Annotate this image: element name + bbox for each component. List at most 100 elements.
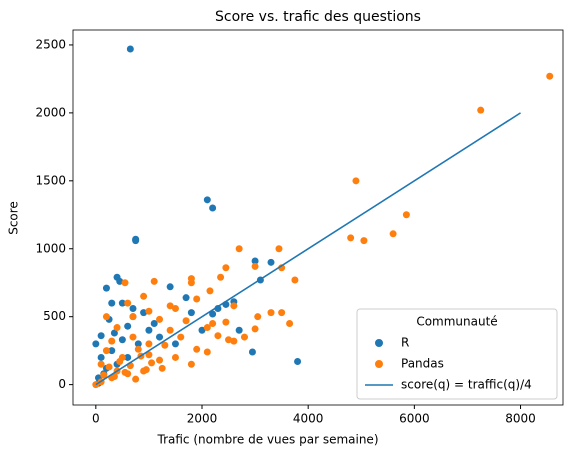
point	[134, 340, 142, 348]
point	[187, 309, 195, 317]
x-tick-label: 2000	[187, 412, 218, 426]
plot-frame	[72, 29, 564, 406]
point	[97, 360, 105, 368]
chart-title: Score vs. trafic des questions	[215, 9, 421, 25]
point	[102, 313, 110, 321]
point	[187, 360, 195, 368]
legend-title: Communauté	[416, 315, 497, 329]
point	[546, 72, 554, 80]
point	[97, 332, 105, 340]
point	[294, 358, 302, 366]
point	[129, 333, 137, 341]
point	[193, 295, 201, 303]
point	[360, 237, 368, 245]
point	[166, 302, 174, 310]
point	[209, 204, 217, 212]
point	[254, 313, 262, 321]
point	[161, 341, 169, 349]
point	[108, 337, 116, 345]
point	[132, 237, 140, 245]
trend-line	[95, 112, 521, 386]
legend-box	[356, 308, 558, 400]
point	[97, 353, 105, 361]
point	[145, 351, 153, 359]
point	[102, 284, 110, 292]
point	[203, 348, 211, 356]
point	[126, 45, 134, 53]
point	[193, 345, 201, 353]
point	[477, 106, 485, 114]
point	[108, 299, 116, 307]
point	[230, 302, 238, 310]
point	[267, 258, 275, 266]
point	[132, 375, 140, 383]
point	[142, 366, 150, 374]
x-tick-label: 8000	[505, 412, 536, 426]
point	[118, 336, 126, 344]
point	[113, 324, 121, 332]
legend-marker	[375, 360, 383, 368]
point	[140, 309, 148, 317]
point	[145, 340, 153, 348]
point	[145, 307, 153, 315]
point	[105, 363, 113, 371]
point	[156, 356, 164, 364]
point	[148, 359, 156, 367]
point	[217, 273, 225, 281]
x-tick-label: 4000	[293, 412, 324, 426]
point	[110, 329, 118, 337]
point	[100, 371, 108, 379]
point	[166, 283, 174, 291]
point	[166, 326, 174, 334]
point	[182, 294, 190, 302]
point	[116, 358, 124, 366]
point	[235, 326, 243, 334]
point	[124, 322, 132, 330]
point	[267, 309, 275, 317]
point	[102, 347, 110, 355]
point	[230, 337, 238, 345]
y-tick-label: 1500	[35, 173, 66, 187]
point	[235, 245, 243, 253]
point	[222, 318, 230, 326]
point	[209, 310, 217, 318]
x-tick-label: 0	[92, 412, 100, 426]
point	[225, 336, 233, 344]
point	[389, 230, 397, 238]
plot-area	[92, 45, 554, 389]
point	[402, 211, 410, 219]
y-axis-label: Score	[7, 201, 21, 235]
y-tick-label: 2500	[35, 37, 66, 51]
point	[278, 309, 286, 317]
point	[156, 315, 164, 323]
point	[129, 305, 137, 313]
point	[150, 277, 158, 285]
point	[124, 299, 132, 307]
y-tick-label: 500	[43, 309, 66, 323]
legend-marker	[375, 339, 383, 347]
legend-label: R	[401, 336, 409, 350]
point	[108, 347, 116, 355]
point	[121, 368, 129, 376]
y-tick-label: 1000	[35, 241, 66, 255]
point	[209, 319, 217, 327]
point	[121, 279, 129, 287]
point	[171, 353, 179, 361]
x-axis-label: Trafic (nombre de vues par semaine)	[157, 433, 379, 447]
point	[129, 313, 137, 321]
point	[203, 196, 211, 204]
point	[187, 279, 195, 287]
point	[118, 299, 126, 307]
point	[352, 177, 360, 185]
point	[171, 305, 179, 313]
point	[291, 276, 299, 284]
point	[203, 324, 211, 332]
point	[124, 353, 132, 361]
point	[286, 319, 294, 327]
point	[177, 333, 185, 341]
point	[198, 326, 206, 334]
point	[222, 264, 230, 272]
point	[240, 333, 248, 341]
legend-label: Pandas	[401, 357, 444, 371]
